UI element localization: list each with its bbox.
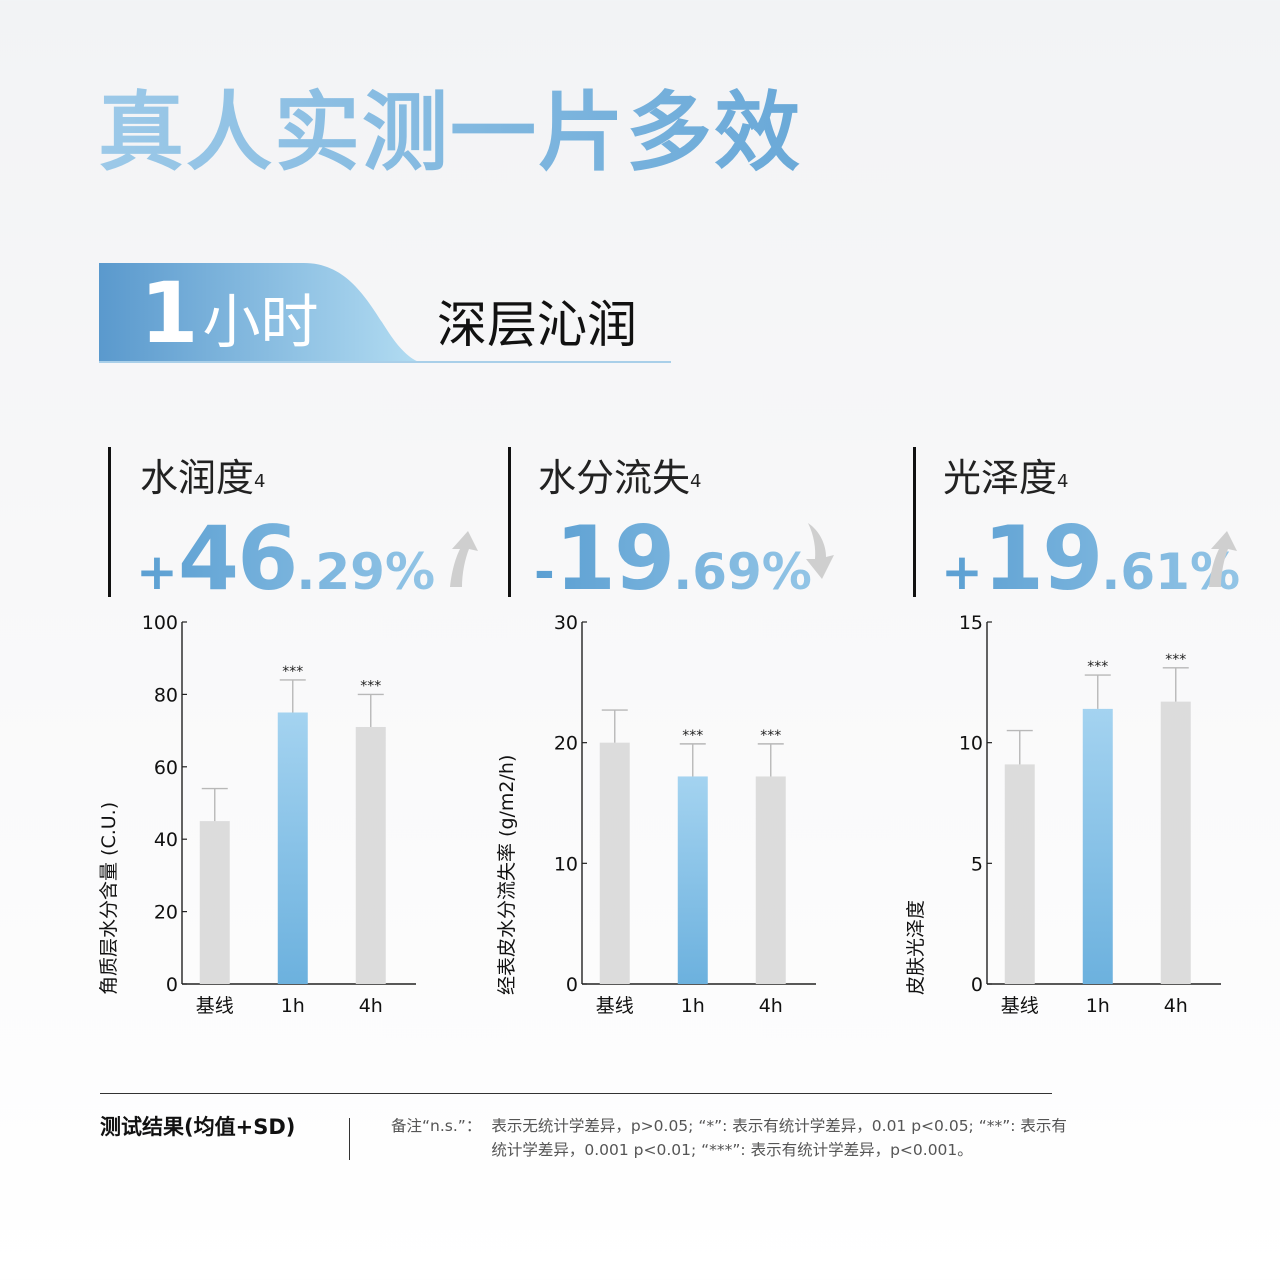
significance-label: *** (760, 728, 781, 744)
value-decimal: .69% (673, 543, 812, 601)
x-tick-label: 1h (281, 995, 305, 1017)
y-axis-label: 经表皮水分流失率 (g/m2/h) (496, 754, 518, 995)
up-arrow-icon (450, 531, 478, 587)
panel-gloss: 光泽度4 + 19 .61% 0 5 10 15 基线 *** 1h *** 4h 皮肤光泽度 (905, 445, 1280, 1045)
value-sign: - (534, 543, 555, 601)
significance-label: *** (1087, 659, 1108, 675)
significance-label: *** (282, 664, 303, 680)
y-tick-label: 100 (142, 612, 178, 634)
value-integer: 19 (982, 507, 1102, 610)
x-tick-label: 4h (759, 995, 783, 1017)
bar-chart: 0 5 10 15 基线 *** 1h *** 4h (959, 612, 1221, 1017)
x-tick-label: 4h (359, 995, 383, 1017)
bar (355, 726, 386, 984)
down-arrow-icon (806, 523, 834, 579)
banner-subtitle: 深层沁润 (437, 296, 637, 354)
footer-separator (349, 1118, 350, 1160)
panel-hydration: 水润度4 + 46 .29% 0 20 40 60 80 100 基线 *** 1h *** 4h … (98, 445, 490, 1045)
significance-label: *** (360, 678, 381, 694)
bar (599, 742, 630, 984)
x-tick-label: 4h (1164, 995, 1188, 1017)
panel-divider (508, 447, 511, 597)
footnote-marker: 4 (254, 471, 266, 492)
y-tick-label: 40 (154, 829, 178, 851)
y-axis-label: 皮肤光泽度 (905, 899, 927, 995)
y-tick-label: 80 (154, 684, 178, 706)
y-tick-label: 20 (554, 733, 578, 755)
y-tick-label: 0 (566, 974, 578, 996)
y-tick-label: 0 (166, 974, 178, 996)
panel-divider (108, 447, 111, 597)
footnote-marker: 4 (690, 471, 702, 492)
value-sign: + (941, 543, 983, 601)
footer-title: 测试结果(均值+SD) (100, 1115, 296, 1139)
bar-chart: 0 20 40 60 80 100 基线 *** 1h *** 4h (142, 612, 416, 1017)
metric-value: + 19 .61% (941, 507, 1240, 610)
bar (1160, 701, 1191, 984)
value-integer: 46 (177, 507, 297, 610)
bar (277, 712, 308, 984)
headline: 真人实测一片多效 (98, 83, 802, 183)
value-sign: + (136, 543, 178, 601)
bar (1004, 764, 1035, 984)
panel-water-loss: 水分流失4 - 19 .69% 0 10 20 30 基线 *** 1h *** 4h 经表皮水… (496, 445, 890, 1045)
bar-chart: 0 10 20 30 基线 *** 1h *** 4h (554, 612, 816, 1017)
value-integer: 19 (554, 507, 674, 610)
y-tick-label: 20 (154, 902, 178, 924)
banner-underline (99, 361, 671, 363)
x-tick-label: 基线 (1001, 995, 1039, 1017)
banner-number: 1 (140, 264, 199, 362)
banner-unit: 小时 (202, 288, 319, 356)
metric-title: 光泽度4 (943, 456, 1069, 500)
bar (1082, 708, 1113, 984)
footer-note-prefix: 备注“n.s.”： (391, 1117, 482, 1135)
footer-note-body: 表示无统计学差异，p>0.05; “*”: 表示有统计学差异，0.01 p<0.… (491, 1117, 1067, 1159)
y-tick-label: 5 (971, 853, 983, 875)
y-tick-label: 0 (971, 974, 983, 996)
x-tick-label: 1h (681, 995, 705, 1017)
footer-divider (100, 1093, 1052, 1094)
metric-value: - 19 .69% (534, 507, 812, 610)
metric-title: 水润度4 (140, 456, 266, 500)
y-tick-label: 10 (554, 853, 578, 875)
bar (755, 776, 786, 984)
x-tick-label: 1h (1086, 995, 1110, 1017)
metric-value: + 46 .29% (136, 507, 435, 610)
x-tick-label: 基线 (196, 995, 234, 1017)
y-tick-label: 15 (959, 612, 983, 634)
significance-label: *** (1165, 652, 1186, 668)
y-tick-label: 10 (959, 733, 983, 755)
x-tick-label: 基线 (596, 995, 634, 1017)
footnote-marker: 4 (1057, 471, 1069, 492)
panel-divider (913, 447, 916, 597)
metric-title: 水分流失4 (538, 456, 702, 500)
banner-duration: 1 小时 (140, 268, 318, 358)
bar (677, 776, 708, 984)
up-arrow-icon (1209, 531, 1237, 587)
y-tick-label: 30 (554, 612, 578, 634)
significance-label: *** (682, 728, 703, 744)
value-decimal: .29% (296, 543, 436, 601)
y-axis-label: 角质层水分含量 (C.U.) (98, 801, 120, 995)
banner-tab (99, 263, 419, 362)
bar (199, 821, 230, 984)
footer-note: 备注“n.s.”： 表示无统计学差异，p>0.05; “*”: 表示有统计学差异… (391, 1114, 1071, 1162)
y-tick-label: 60 (154, 757, 178, 779)
